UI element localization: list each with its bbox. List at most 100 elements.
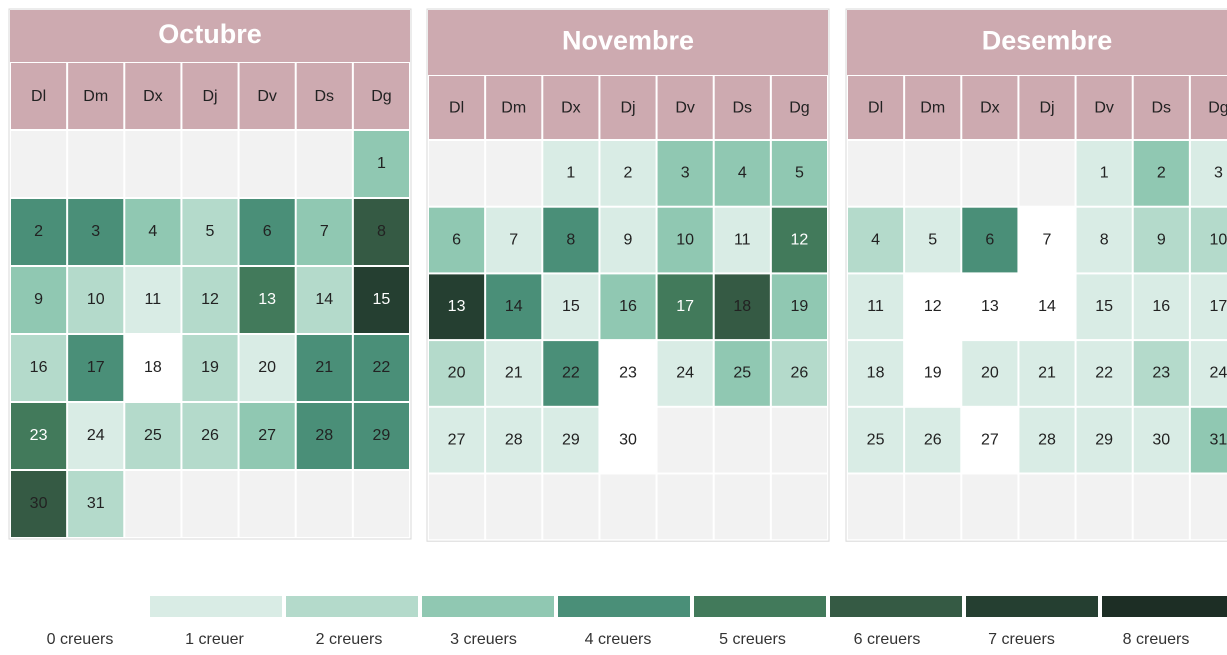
day-cell (543, 341, 599, 406)
day-label: 16 (30, 359, 48, 376)
day-cell (543, 407, 599, 473)
day-cell (905, 274, 961, 340)
day-label: 21 (1038, 365, 1056, 382)
weekday-label: Dm (83, 88, 108, 105)
day-label: 24 (1210, 365, 1227, 382)
empty-cell (905, 474, 961, 540)
weekday-label: Dv (675, 100, 695, 117)
weekday-cell (1076, 76, 1132, 139)
weekday-cell (848, 76, 904, 139)
legend-label: 8 creuers (1123, 631, 1190, 648)
day-cell (714, 207, 770, 273)
day-label: 25 (733, 365, 751, 382)
empty-cell (848, 474, 904, 540)
day-label: 27 (258, 427, 276, 444)
day-label: 5 (206, 223, 215, 240)
day-cell (600, 207, 656, 273)
day-label: 31 (87, 495, 105, 512)
empty-cell (1076, 474, 1132, 540)
day-cell (182, 403, 238, 469)
empty-cell (905, 141, 961, 206)
day-cell (543, 141, 599, 206)
empty-cell (543, 474, 599, 540)
weekday-cell (1133, 76, 1189, 139)
day-label: 26 (201, 427, 219, 444)
day-label: 23 (1152, 365, 1170, 382)
weekday-cell (543, 76, 599, 139)
weekday-label: Dj (202, 88, 217, 105)
weekday-label: Dj (620, 100, 635, 117)
day-label: 5 (795, 165, 804, 182)
day-cell (1190, 341, 1227, 406)
weekday-cell (657, 76, 713, 139)
day-label: 9 (624, 231, 633, 248)
day-label: 2 (1157, 165, 1166, 182)
empty-cell (771, 407, 827, 473)
day-label: 8 (1100, 231, 1109, 248)
day-cell (429, 341, 485, 406)
empty-cell (125, 131, 181, 197)
empty-cell (848, 141, 904, 206)
day-label: 3 (1214, 165, 1223, 182)
weekday-label: Dm (920, 100, 945, 117)
day-label: 13 (981, 298, 999, 315)
day-cell (239, 335, 295, 401)
empty-cell (239, 131, 295, 197)
day-label: 27 (981, 431, 999, 448)
day-cell (905, 207, 961, 273)
day-label: 26 (791, 365, 809, 382)
day-cell (1076, 274, 1132, 340)
weekday-cell (1019, 76, 1075, 139)
legend-label: 5 creuers (719, 631, 786, 648)
weekday-cell (125, 63, 181, 129)
day-cell (1076, 207, 1132, 273)
day-cell (486, 341, 542, 406)
empty-cell (239, 471, 295, 537)
day-cell (1133, 341, 1189, 406)
month-title: Desembre (982, 26, 1113, 56)
weekday-label: Dl (868, 100, 883, 117)
day-cell (848, 274, 904, 340)
legend-label: 3 creuers (450, 631, 517, 648)
day-cell (1133, 207, 1189, 273)
day-label: 12 (924, 298, 942, 315)
day-label: 4 (148, 223, 157, 240)
day-cell (1190, 141, 1227, 206)
day-label: 7 (509, 231, 518, 248)
day-label: 20 (981, 365, 999, 382)
legend-swatch (1102, 596, 1227, 617)
empty-cell (182, 131, 238, 197)
weekday-label: Dx (980, 100, 1000, 117)
day-cell (11, 403, 67, 469)
empty-cell (714, 407, 770, 473)
day-label: 20 (258, 359, 276, 376)
empty-cell (353, 471, 409, 537)
day-cell (1076, 407, 1132, 473)
day-label: 28 (505, 431, 523, 448)
day-label: 21 (505, 365, 523, 382)
day-cell (296, 403, 352, 469)
month-header (847, 10, 1227, 75)
weekday-label: Ds (315, 88, 335, 105)
day-cell (714, 341, 770, 406)
day-label: 1 (1100, 165, 1109, 182)
day-label: 29 (562, 431, 580, 448)
day-label: 18 (144, 359, 162, 376)
day-cell (905, 407, 961, 473)
day-label: 2 (34, 223, 43, 240)
day-cell (296, 199, 352, 265)
day-cell (353, 131, 409, 197)
weekday-label: Dv (1094, 100, 1114, 117)
day-cell (771, 341, 827, 406)
day-cell (182, 267, 238, 333)
day-label: 28 (315, 427, 333, 444)
day-cell (125, 267, 181, 333)
day-cell (1190, 207, 1227, 273)
day-cell (1133, 407, 1189, 473)
day-label: 24 (676, 365, 694, 382)
day-label: 8 (566, 231, 575, 248)
weekday-cell (962, 76, 1018, 139)
day-label: 8 (377, 223, 386, 240)
day-label: 27 (448, 431, 466, 448)
